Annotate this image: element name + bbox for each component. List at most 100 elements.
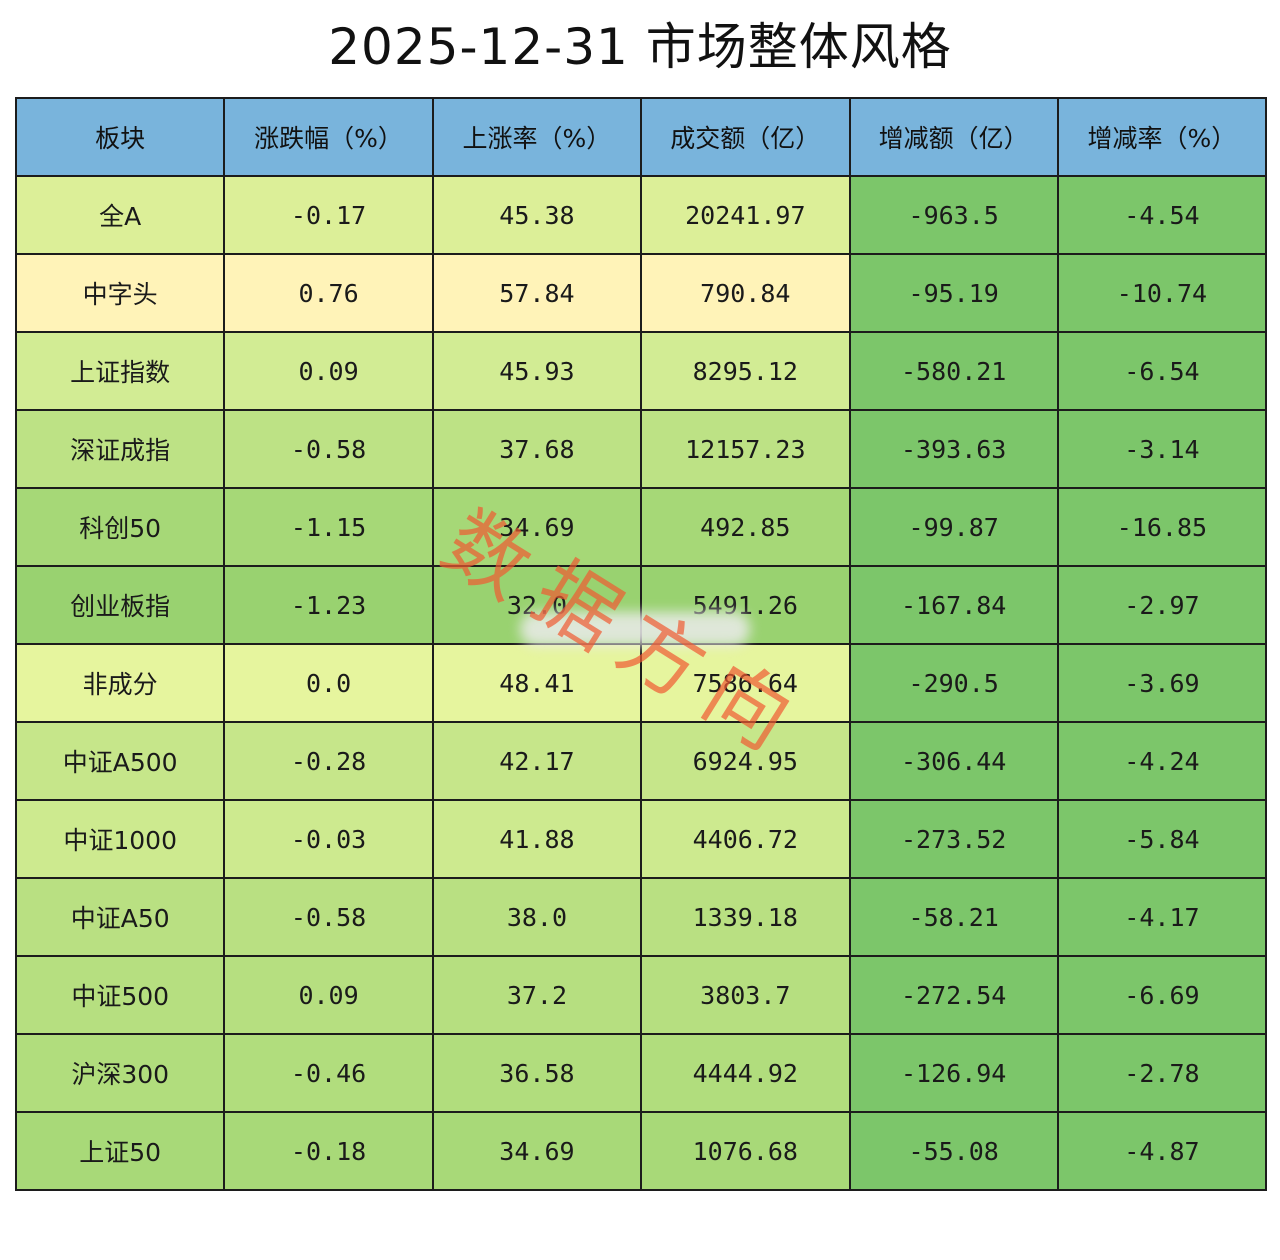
cell-sector: 沪深300 [14, 1033, 226, 1113]
cell-sector: 中字头 [14, 253, 226, 333]
table-row: 科创50 -1.15 34.69 492.85 -99.87 -16.85 [14, 487, 1268, 567]
cell-sector: 科创50 [14, 487, 226, 567]
cell-rise-rate: 36.58 [431, 1033, 643, 1113]
cell-change-pct: -0.18 [223, 1111, 434, 1191]
header-sector: 板块 [14, 97, 226, 177]
cell-turnover-delta: -99.87 [848, 487, 1059, 567]
table-header-row: 板块 涨跌幅（%） 上涨率（%） 成交额（亿） 增减额（亿） 增减率（%） [14, 97, 1268, 177]
cell-sector: 中证A50 [14, 877, 226, 957]
cell-turnover: 5491.26 [640, 565, 851, 645]
cell-rise-rate: 34.69 [431, 487, 643, 567]
cell-turnover-delta-rate: -6.69 [1056, 955, 1268, 1035]
cell-turnover: 4406.72 [640, 799, 851, 879]
table-row: 中证A500 -0.28 42.17 6924.95 -306.44 -4.24 [14, 721, 1268, 801]
table-row: 中证1000 -0.03 41.88 4406.72 -273.52 -5.84 [14, 799, 1268, 879]
table-row: 深证成指 -0.58 37.68 12157.23 -393.63 -3.14 [14, 409, 1268, 489]
cell-sector: 深证成指 [14, 409, 226, 489]
cell-change-pct: 0.09 [223, 955, 434, 1035]
cell-turnover: 492.85 [640, 487, 851, 567]
cell-turnover-delta: -963.5 [848, 175, 1059, 255]
cell-sector: 中证500 [14, 955, 226, 1035]
header-rise-rate: 上涨率（%） [431, 97, 643, 177]
cell-turnover-delta-rate: -4.24 [1056, 721, 1268, 801]
cell-rise-rate: 32.0 [431, 565, 643, 645]
cell-rise-rate: 42.17 [431, 721, 643, 801]
cell-sector: 创业板指 [14, 565, 226, 645]
cell-turnover-delta-rate: -3.14 [1056, 409, 1268, 489]
header-change-pct: 涨跌幅（%） [223, 97, 434, 177]
cell-rise-rate: 41.88 [431, 799, 643, 879]
cell-change-pct: -1.23 [223, 565, 434, 645]
cell-turnover-delta: -58.21 [848, 877, 1059, 957]
cell-turnover-delta-rate: -5.84 [1056, 799, 1268, 879]
cell-turnover-delta-rate: -2.97 [1056, 565, 1268, 645]
table-row: 中证500 0.09 37.2 3803.7 -272.54 -6.69 [14, 955, 1268, 1035]
cell-turnover-delta-rate: -4.17 [1056, 877, 1268, 957]
cell-turnover-delta: -393.63 [848, 409, 1059, 489]
cell-sector: 上证指数 [14, 331, 226, 411]
cell-turnover-delta: -95.19 [848, 253, 1059, 333]
table-row: 上证指数 0.09 45.93 8295.12 -580.21 -6.54 [14, 331, 1268, 411]
cell-turnover: 3803.7 [640, 955, 851, 1035]
header-turnover: 成交额（亿） [640, 97, 851, 177]
market-style-table: 板块 涨跌幅（%） 上涨率（%） 成交额（亿） 增减额（亿） 增减率（%） 全A… [14, 97, 1268, 1191]
cell-rise-rate: 45.93 [431, 331, 643, 411]
header-turnover-delta: 增减额（亿） [848, 97, 1059, 177]
cell-turnover-delta-rate: -10.74 [1056, 253, 1268, 333]
table-row: 中字头 0.76 57.84 790.84 -95.19 -10.74 [14, 253, 1268, 333]
cell-turnover: 790.84 [640, 253, 851, 333]
cell-change-pct: -0.03 [223, 799, 434, 879]
cell-turnover: 20241.97 [640, 175, 851, 255]
cell-change-pct: -0.17 [223, 175, 434, 255]
cell-sector: 中证1000 [14, 799, 226, 879]
cell-change-pct: 0.0 [223, 643, 434, 723]
cell-turnover: 1076.68 [640, 1111, 851, 1191]
cell-turnover-delta: -167.84 [848, 565, 1059, 645]
table-row: 全A -0.17 45.38 20241.97 -963.5 -4.54 [14, 175, 1268, 255]
cell-turnover: 1339.18 [640, 877, 851, 957]
cell-change-pct: 0.76 [223, 253, 434, 333]
cell-sector: 全A [14, 175, 226, 255]
table-row: 非成分 0.0 48.41 7586.64 -290.5 -3.69 [14, 643, 1268, 723]
cell-turnover-delta: -55.08 [848, 1111, 1059, 1191]
cell-change-pct: -0.58 [223, 877, 434, 957]
cell-turnover-delta: -272.54 [848, 955, 1059, 1035]
cell-turnover: 8295.12 [640, 331, 851, 411]
cell-turnover-delta-rate: -4.54 [1056, 175, 1268, 255]
cell-turnover-delta-rate: -16.85 [1056, 487, 1268, 567]
table-row: 沪深300 -0.46 36.58 4444.92 -126.94 -2.78 [14, 1033, 1268, 1113]
cell-change-pct: 0.09 [223, 331, 434, 411]
table-row: 上证50 -0.18 34.69 1076.68 -55.08 -4.87 [14, 1111, 1268, 1191]
cell-rise-rate: 34.69 [431, 1111, 643, 1191]
cell-change-pct: -0.46 [223, 1033, 434, 1113]
cell-change-pct: -0.58 [223, 409, 434, 489]
cell-turnover: 12157.23 [640, 409, 851, 489]
cell-turnover-delta: -126.94 [848, 1033, 1059, 1113]
cell-sector: 上证50 [14, 1111, 226, 1191]
cell-rise-rate: 37.2 [431, 955, 643, 1035]
cell-turnover: 7586.64 [640, 643, 851, 723]
cell-rise-rate: 38.0 [431, 877, 643, 957]
cell-rise-rate: 37.68 [431, 409, 643, 489]
cell-rise-rate: 57.84 [431, 253, 643, 333]
cell-turnover-delta-rate: -6.54 [1056, 331, 1268, 411]
cell-turnover-delta: -273.52 [848, 799, 1059, 879]
cell-turnover-delta-rate: -2.78 [1056, 1033, 1268, 1113]
cell-sector: 非成分 [14, 643, 226, 723]
cell-turnover: 4444.92 [640, 1033, 851, 1113]
cell-turnover-delta: -580.21 [848, 331, 1059, 411]
cell-turnover-delta: -290.5 [848, 643, 1059, 723]
cell-turnover-delta-rate: -4.87 [1056, 1111, 1268, 1191]
cell-sector: 中证A500 [14, 721, 226, 801]
page-title: 2025-12-31 市场整体风格 [328, 18, 952, 76]
cell-change-pct: -1.15 [223, 487, 434, 567]
cell-turnover-delta: -306.44 [848, 721, 1059, 801]
cell-change-pct: -0.28 [223, 721, 434, 801]
cell-turnover: 6924.95 [640, 721, 851, 801]
cell-rise-rate: 45.38 [431, 175, 643, 255]
table-row: 中证A50 -0.58 38.0 1339.18 -58.21 -4.17 [14, 877, 1268, 957]
cell-turnover-delta-rate: -3.69 [1056, 643, 1268, 723]
table-row: 创业板指 -1.23 32.0 5491.26 -167.84 -2.97 [14, 565, 1268, 645]
header-turnover-delta-rate: 增减率（%） [1056, 97, 1268, 177]
cell-rise-rate: 48.41 [431, 643, 643, 723]
